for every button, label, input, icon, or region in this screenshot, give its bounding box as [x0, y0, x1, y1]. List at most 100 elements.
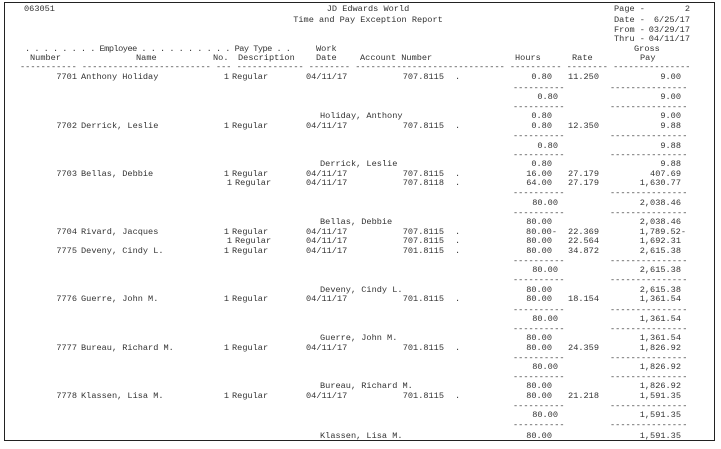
- pay-type-description: Regular: [232, 391, 269, 401]
- gross-pay-total: 1,361.54: [639, 314, 681, 324]
- hours-carry: 80.00: [526, 285, 552, 295]
- page-label: Page -: [614, 4, 645, 14]
- hours-total-rule: ----------: [513, 150, 565, 160]
- account-number: 701.8115: [402, 391, 444, 401]
- gross-pay-total: 2,038.46: [639, 198, 681, 208]
- gross-pay-total: 9.88: [660, 141, 681, 151]
- hours-total: 80.00: [532, 362, 558, 372]
- hours-carry: 80.00: [526, 333, 552, 343]
- account-suffix: .: [455, 294, 461, 304]
- pay-type-number: 1: [223, 121, 229, 131]
- account-suffix: .: [455, 391, 461, 401]
- hours-total-rule: ----------: [513, 131, 565, 141]
- employee-carry-name: Derrick, Leslie: [320, 159, 398, 169]
- pay-type-number: 1: [223, 294, 229, 304]
- work-date: 04/11/17: [306, 391, 348, 401]
- hours-total-rule: ----------: [513, 83, 565, 93]
- account-number: 701.8115: [402, 343, 444, 353]
- column-header-no: No.: [213, 53, 229, 63]
- thru-date: 04/11/17: [648, 34, 690, 44]
- hours-total-rule: ----------: [513, 208, 565, 218]
- employee-name: Deveny, Cindy L.: [81, 246, 164, 256]
- pay-type-description: Regular: [232, 227, 269, 237]
- pay-type-number: 1: [223, 227, 229, 237]
- employee-name: Guerre, John M.: [81, 294, 159, 304]
- work-date: 04/11/17: [306, 246, 348, 256]
- gross-pay-value: 1,826.92: [639, 343, 681, 353]
- work-date: 04/11/17: [306, 227, 348, 237]
- hours-total-rule: ----------: [513, 305, 565, 315]
- rate-value: 24.359: [568, 343, 599, 353]
- employee-number: 7776: [56, 294, 77, 304]
- report-title: Time and Pay Exception Report: [293, 15, 443, 25]
- pay-type-description: Regular: [232, 246, 269, 256]
- account-number: 707.8115: [402, 121, 444, 131]
- hours-total-rule: ----------: [513, 353, 565, 363]
- gross-pay-value: 407.69: [650, 169, 681, 179]
- hours-total: 80.00: [532, 314, 558, 324]
- gross-pay-value: 1,361.54: [639, 294, 681, 304]
- account-number: 701.8115: [402, 294, 444, 304]
- gross-pay-value: 1,789.52-: [639, 227, 686, 237]
- pay-type-description: Regular: [232, 343, 269, 353]
- column-header-underline: ----------- ------------------------- --…: [20, 62, 691, 72]
- gross-total-rule: ---------------: [610, 372, 688, 382]
- thru-label: Thru -: [614, 34, 645, 44]
- employee-carry-name: Guerre, John M.: [320, 333, 398, 343]
- account-suffix: .: [455, 178, 461, 188]
- employee-carry-name: Klassen, Lisa M.: [320, 431, 403, 441]
- hours-total-rule: ----------: [513, 420, 565, 430]
- gross-pay-value: 1,630.77: [639, 178, 681, 188]
- gross-pay-carry: 9.88: [660, 159, 681, 169]
- pay-type-description: Regular: [235, 178, 272, 188]
- report-page: [4, 2, 715, 441]
- pay-type-number: 1: [223, 169, 229, 179]
- column-header-description: Description: [238, 53, 295, 63]
- hours-total: 80.00: [532, 265, 558, 275]
- work-date: 04/11/17: [306, 178, 348, 188]
- pay-type-number: 1: [223, 72, 229, 82]
- pay-type-number: 1: [226, 236, 232, 246]
- gross-pay-carry: 2,615.38: [639, 285, 681, 295]
- employee-carry-name: Holiday, Anthony: [320, 111, 403, 121]
- employee-name: Bureau, Richard M.: [81, 343, 174, 353]
- hours-total-rule: ----------: [513, 188, 565, 198]
- gross-pay-carry: 1,591.35: [639, 431, 681, 441]
- report-date: 6/25/17: [653, 15, 690, 25]
- hours-carry: 80.00: [526, 217, 552, 227]
- pay-type-description: Regular: [232, 294, 269, 304]
- rate-value: 18.154: [568, 294, 599, 304]
- column-header-name: Name: [136, 53, 157, 63]
- gross-total-rule: ---------------: [610, 83, 688, 93]
- account-suffix: .: [455, 121, 461, 131]
- date-label: Date -: [614, 15, 645, 25]
- hours-total-rule: ----------: [513, 401, 565, 411]
- hours-value: 80.00: [526, 294, 552, 304]
- gross-pay-total: 9.00: [660, 92, 681, 102]
- rate-value: 11.250: [568, 72, 599, 82]
- pay-type-description: Regular: [232, 72, 269, 82]
- employee-number: 7703: [56, 169, 77, 179]
- account-number: 707.8115: [402, 72, 444, 82]
- pay-type-description: Regular: [232, 169, 269, 179]
- from-date: 03/29/17: [648, 25, 690, 35]
- hours-carry: 80.00: [526, 431, 552, 441]
- hours-total: 0.80: [537, 141, 558, 151]
- employee-number: 7778: [56, 391, 77, 401]
- pay-type-number: 1: [223, 246, 229, 256]
- employee-name: Bellas, Debbie: [81, 169, 154, 179]
- account-suffix: .: [455, 246, 461, 256]
- gross-total-rule: ---------------: [610, 305, 688, 315]
- column-header-rate: Rate: [572, 53, 593, 63]
- column-header-date: Date: [316, 53, 337, 63]
- hours-carry: 0.80: [531, 159, 552, 169]
- gross-pay-carry: 9.00: [660, 111, 681, 121]
- gross-total-rule: ---------------: [610, 150, 688, 160]
- from-label: From -: [614, 25, 645, 35]
- gross-pay-total: 1,591.35: [639, 410, 681, 420]
- work-date: 04/11/17: [306, 294, 348, 304]
- gross-pay-value: 1,692.31: [639, 236, 681, 246]
- gross-total-rule: ---------------: [610, 131, 688, 141]
- employee-carry-name: Bureau, Richard M.: [320, 381, 413, 391]
- employee-name: Anthony Holiday: [81, 72, 159, 82]
